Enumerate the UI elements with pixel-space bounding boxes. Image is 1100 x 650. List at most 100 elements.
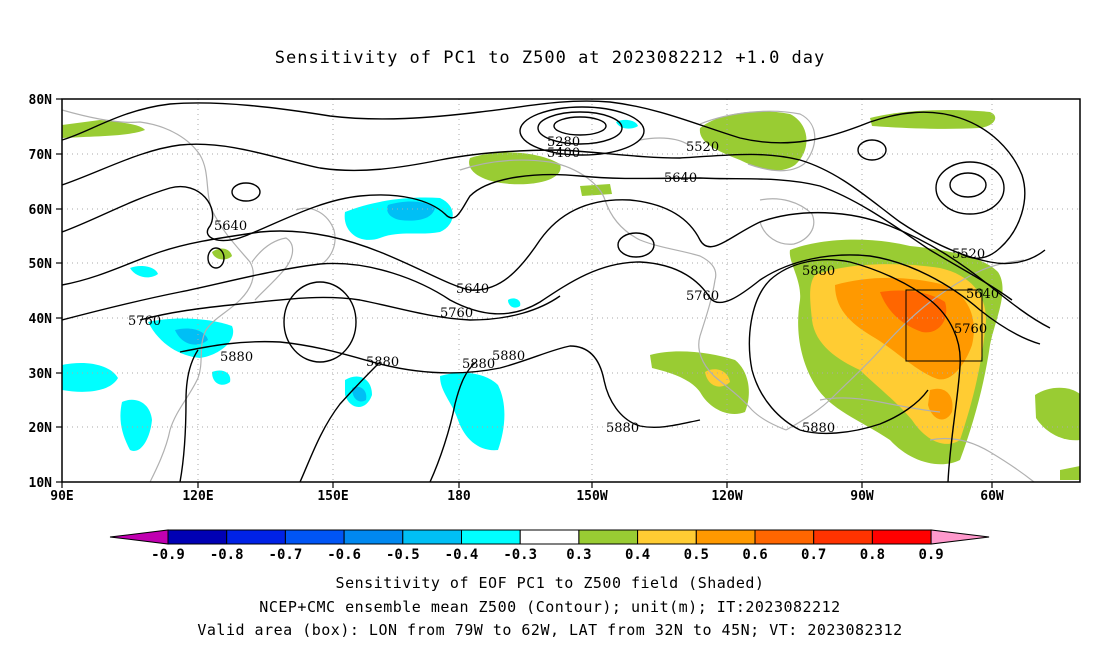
- colorbar-label: 0.6: [742, 547, 767, 563]
- shade-positive-small: [212, 248, 232, 260]
- contour-label: 5880: [462, 357, 495, 372]
- lat-label: 40N: [29, 312, 53, 327]
- lon-label: 180: [447, 489, 471, 504]
- lat-labels: 80N 70N 60N 50N 40N 30N 20N 10N: [29, 93, 53, 491]
- colorbar-box: [461, 529, 521, 545]
- contour-label: 5880: [220, 350, 253, 365]
- coast-greenland: [699, 110, 816, 172]
- coast-caribbean: [819, 397, 941, 413]
- contour-label: 5760: [440, 306, 473, 321]
- contour-labels: 5280 5400 5520 5640 5640 5640 5640 5520 …: [128, 135, 999, 436]
- lat-label: 10N: [29, 476, 53, 491]
- contour-5880-a: [179, 340, 701, 429]
- contour-high-pacific: [283, 281, 357, 363]
- contour-label: 5400: [547, 146, 580, 161]
- contour-label: 5520: [952, 247, 985, 262]
- shade-positive-atlantic-south: [1060, 466, 1080, 480]
- shade-positive-atlantic-east: [1035, 387, 1080, 441]
- contour-5880-f: [179, 349, 199, 482]
- lon-label: 90W: [850, 489, 874, 504]
- colorbar-label: 0.3: [566, 547, 591, 563]
- colorbar-label: 0.7: [801, 547, 826, 563]
- shade-negative-blue-sc: [352, 386, 367, 402]
- shade-positive-mexico: [650, 351, 749, 414]
- coastlines: [62, 109, 1035, 482]
- lon-labels: 90E 120E 150E 180 150W 120W 90W 60W: [50, 489, 1004, 504]
- colorbar-label: -0.5: [386, 547, 420, 563]
- shade-negative-cyan-small1: [130, 266, 158, 278]
- lon-label: 90E: [50, 489, 73, 504]
- shade-negative-cyan-asia: [62, 362, 118, 392]
- colorbar-label: -0.6: [327, 547, 361, 563]
- contour-label: 5880: [802, 264, 835, 279]
- contour-5880-d: [748, 259, 961, 482]
- lon-label: 60W: [980, 489, 1004, 504]
- colorbar-label: 0.9: [918, 547, 943, 563]
- lat-label: 50N: [29, 257, 53, 272]
- colorbar-box: [402, 529, 462, 545]
- caption-line-3: Valid area (box): LON from 79W to 62W, L…: [197, 621, 903, 639]
- contour-5580: [62, 143, 1046, 265]
- contour-low-east2: [935, 161, 1005, 215]
- shade-negative-blue-aleutian: [387, 201, 435, 221]
- colorbar-box: [284, 529, 345, 545]
- z500-contours: [62, 100, 1051, 482]
- contour-5640-a: [62, 173, 1013, 301]
- coast-hudson: [759, 198, 815, 245]
- lat-label: 80N: [29, 93, 53, 108]
- colorbar-box: [637, 529, 697, 545]
- contour-label: 5640: [214, 219, 247, 234]
- map-frame: [61, 98, 1081, 483]
- contour-5880-c: [429, 361, 477, 482]
- colorbar-box: [167, 529, 228, 545]
- colorbar-label: -0.3: [503, 547, 537, 563]
- contour-5640-b: [62, 199, 1051, 329]
- contour-label: 5760: [686, 289, 719, 304]
- contour-label: 5880: [802, 421, 835, 436]
- shade-positive-hudson: [580, 184, 612, 196]
- lat-label: 30N: [29, 367, 53, 382]
- contour-small-arctic: [857, 139, 887, 161]
- coast-arctic-islands: [639, 137, 691, 147]
- colorbar-label: -0.4: [445, 547, 479, 563]
- colorbar-label: -0.9: [151, 547, 185, 563]
- shade-redorange-core: [880, 290, 947, 333]
- colorbar-box: [578, 529, 639, 545]
- shade-positive-nw-pacific: [62, 120, 145, 138]
- colorbar-label: 0.4: [625, 547, 650, 563]
- colorbar-box: [871, 529, 932, 545]
- chart-title: Sensitivity of PC1 to Z500 at 2023082212…: [274, 48, 826, 68]
- contour-label: 5760: [128, 314, 161, 329]
- contour-label: 5640: [456, 282, 489, 297]
- lon-label: 120E: [182, 489, 213, 504]
- contour-5520-north: [62, 100, 1026, 259]
- coast-sa: [929, 437, 1035, 482]
- contour-label: 5280: [547, 135, 580, 150]
- lat-label: 60N: [29, 203, 53, 218]
- contour-5760-a: [62, 254, 1041, 345]
- colorbar-right-arrow: [930, 529, 990, 545]
- colorbar-label: -0.7: [269, 547, 303, 563]
- contour-low-east: [949, 172, 987, 198]
- colorbar-left-arrow: [109, 529, 169, 545]
- caption-line-2: NCEP+CMC ensemble mean Z500 (Contour); u…: [259, 598, 841, 616]
- shade-negative-cyan-india: [120, 399, 152, 451]
- coast-na-east: [785, 259, 1025, 431]
- coast-korea-japan: [251, 237, 294, 301]
- contour-low-5280: [553, 116, 607, 136]
- contour-5880-b: [299, 361, 381, 482]
- shade-negative-cyan-pacific-south: [440, 372, 505, 451]
- contour-label: 5880: [492, 349, 525, 364]
- colorbar-box: [813, 529, 873, 545]
- contour-label: 5880: [606, 421, 639, 436]
- contour-label: 5640: [966, 287, 999, 302]
- coast-alaska: [459, 159, 717, 281]
- colorbar-box: [695, 529, 756, 545]
- caption-line-1: Sensitivity of EOF PC1 to Z500 field (Sh…: [335, 574, 765, 592]
- colorbar-box: [226, 529, 286, 545]
- colorbar-box: [519, 529, 580, 545]
- contour-label: 5640: [664, 171, 697, 186]
- contour-low-5340: [537, 111, 623, 145]
